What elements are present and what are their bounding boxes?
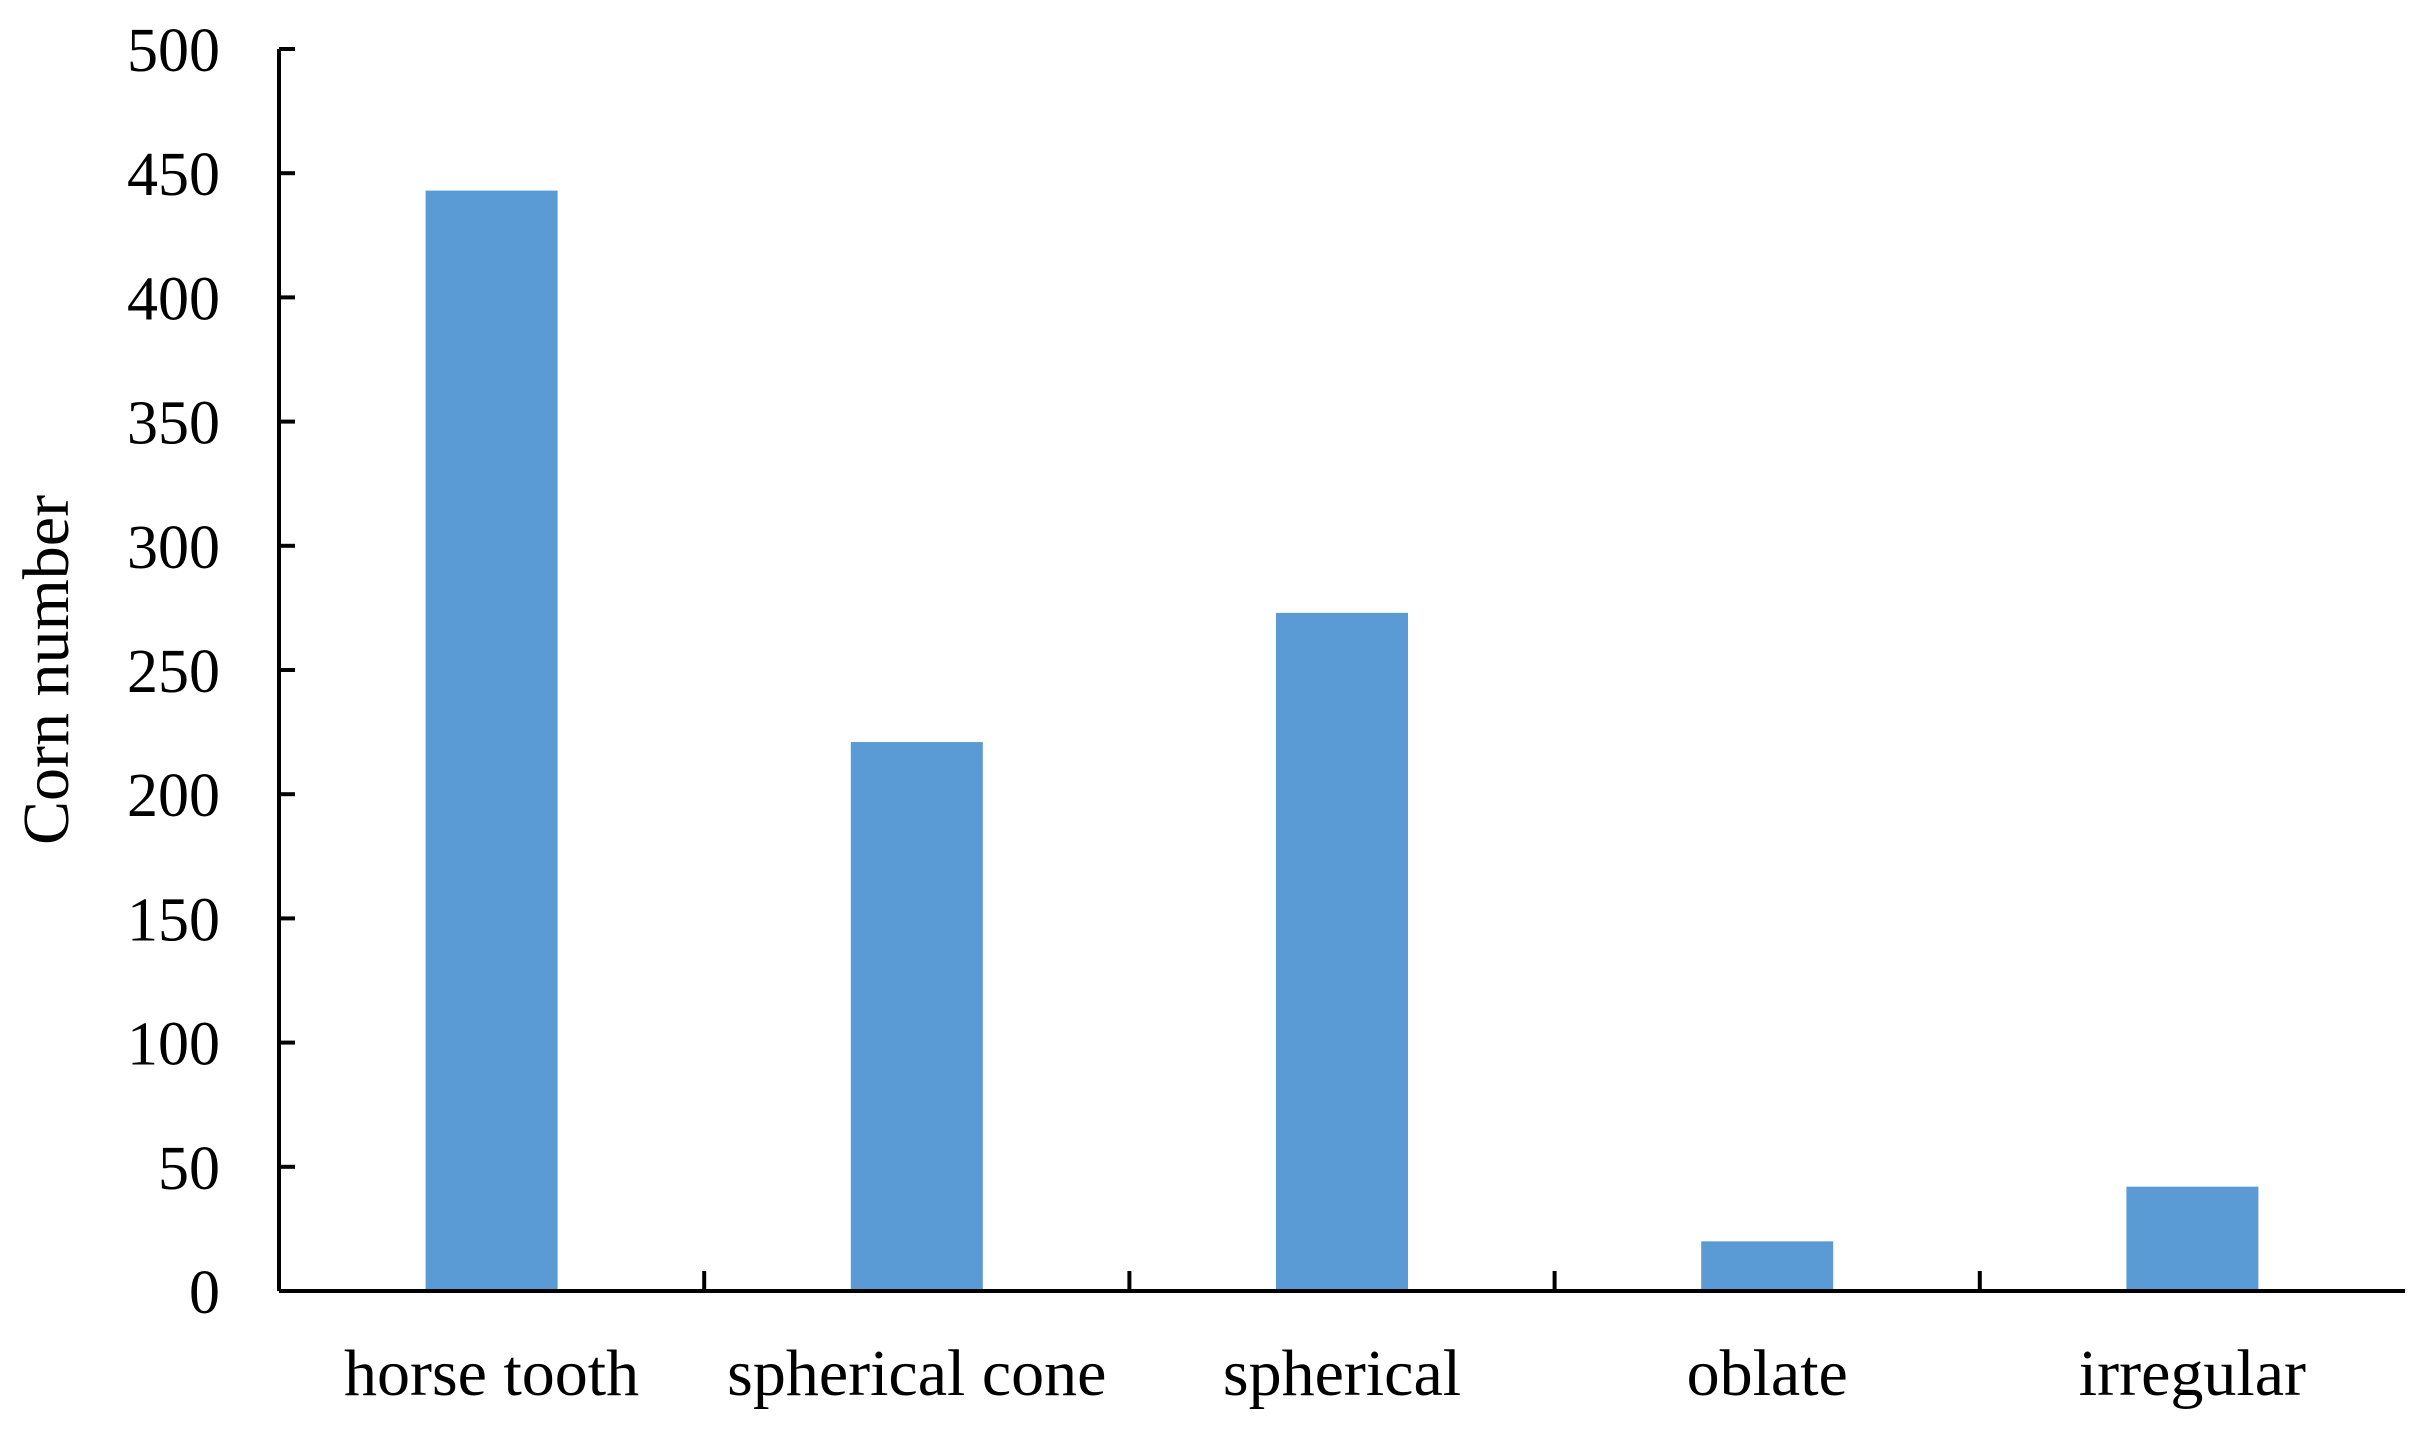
y-tick-label: 100: [127, 1011, 220, 1079]
bar: [2126, 1186, 2259, 1291]
y-tick-label: 300: [127, 514, 220, 582]
y-tick-label: 200: [127, 762, 220, 830]
bar: [1701, 1241, 1834, 1291]
bar: [850, 742, 983, 1291]
y-tick-label: 350: [127, 390, 220, 458]
y-tick-label: 400: [127, 265, 220, 333]
y-tick-label: 500: [127, 17, 220, 85]
x-category-label: spherical cone: [727, 1337, 1106, 1410]
x-category-label: horse tooth: [344, 1337, 639, 1410]
y-axis-title: Corn number: [10, 495, 83, 845]
x-category-label: spherical: [1223, 1337, 1461, 1410]
bar: [425, 190, 558, 1291]
bars: [425, 190, 2259, 1291]
x-category-label: irregular: [2079, 1337, 2306, 1410]
x-category-label: oblate: [1687, 1337, 1848, 1410]
bar: [1276, 612, 1408, 1291]
y-ticks: 0 50 100 150 200 250 300 350 400 450 500: [127, 17, 295, 1327]
y-tick-label: 0: [189, 1259, 220, 1327]
y-tick-label: 150: [127, 886, 220, 954]
y-tick-label: 250: [127, 638, 220, 706]
y-tick-label: 50: [158, 1135, 220, 1203]
y-tick-label: 450: [127, 141, 220, 209]
x-ticks: horse tooth spherical cone spherical oblate…: [344, 1271, 2306, 1410]
